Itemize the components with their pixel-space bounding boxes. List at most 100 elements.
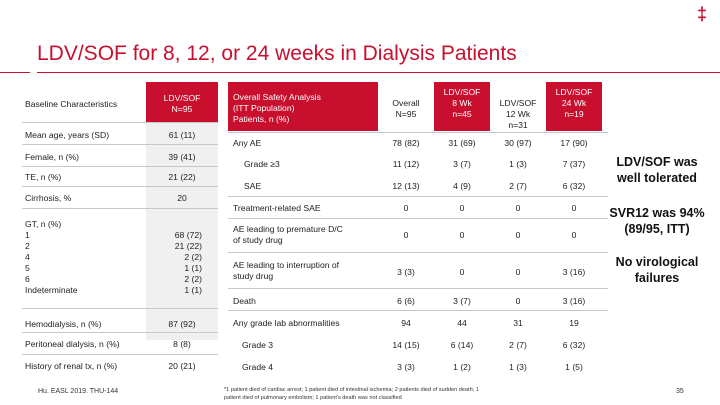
safety-cell: 0	[403, 230, 409, 240]
safety-col-line: LDV/SOF	[443, 87, 481, 97]
baseline-rule	[22, 186, 218, 187]
safety-cell: 0	[515, 203, 521, 213]
callout-svr: SVR12 was 94% (89/95, ITT)	[598, 205, 716, 237]
safety-col-line: LDV/SOF	[499, 98, 537, 108]
safety-cell: 30 (97)	[504, 138, 532, 148]
baseline-rule	[22, 354, 218, 355]
safety-row-label-line: AE leading to interruption of	[233, 260, 340, 270]
baseline-row-value: 39 (41)	[168, 152, 196, 162]
safety-cell: 1 (5)	[565, 362, 583, 372]
safety-cell: 0	[459, 267, 465, 277]
gt-genotype: 4	[25, 252, 30, 262]
callout-line: failures	[634, 271, 680, 285]
baseline-value-shade-lower	[146, 362, 218, 384]
safety-row-label: Treatment-related SAE	[233, 203, 321, 213]
safety-cell: 31 (69)	[448, 138, 476, 148]
safety-cell: 3 (7)	[453, 296, 471, 306]
callout-tolerated: LDV/SOF was well tolerated	[598, 154, 716, 186]
safety-col-overall: Overall N=95	[378, 82, 434, 131]
safety-cell: 6 (6)	[397, 296, 415, 306]
safety-header-line: Patients, n (%)	[233, 114, 290, 124]
gt-genotype: 5	[25, 263, 30, 273]
safety-header: Overall Safety Analysis (ITT Population)…	[228, 82, 378, 131]
safety-col-line: 24 Wk	[561, 98, 587, 108]
safety-cell: 1 (3)	[509, 362, 527, 372]
safety-cell: 2 (7)	[509, 181, 527, 191]
baseline-row-label: Cirrhosis, %	[25, 193, 72, 203]
baseline-row-label: TE, n (%)	[25, 172, 62, 182]
baseline-header-column: LDV/SOF N=95	[146, 82, 218, 122]
baseline-row-label: Peritoneal dialysis, n (%)	[25, 339, 120, 349]
safety-cell: 6 (32)	[562, 340, 586, 350]
safety-cell: 1 (3)	[509, 159, 527, 169]
safety-col-line: n=45	[452, 109, 472, 119]
safety-row-label-line: of study drug	[233, 235, 283, 245]
safety-row-label: AE leading to interruption of study drug	[233, 260, 339, 282]
baseline-header-label: Baseline Characteristics	[25, 99, 118, 109]
safety-cell: 7 (37)	[562, 159, 586, 169]
safety-col-line: N=95	[395, 109, 417, 119]
safety-col-line: 12 Wk	[505, 109, 531, 119]
safety-cell: 3 (16)	[562, 267, 586, 277]
safety-cell: 0	[459, 230, 465, 240]
baseline-rule	[22, 308, 218, 309]
baseline-header-col-line2: N=95	[171, 104, 193, 114]
baseline-row-label: History of renal tx, n (%)	[25, 361, 118, 371]
safety-cell: 0	[459, 203, 465, 213]
baseline-rule	[22, 122, 218, 123]
safety-row-label: SAE	[244, 181, 262, 191]
safety-col-line: LDV/SOF	[555, 87, 593, 97]
callout-line: well tolerated	[617, 171, 697, 185]
baseline-rule	[22, 144, 218, 145]
safety-header-line: Overall Safety Analysis	[233, 92, 321, 102]
safety-row-label-line: study drug	[233, 271, 274, 281]
safety-cell: 0	[515, 267, 521, 277]
safety-cell: 44	[457, 318, 467, 328]
title-rule-left	[0, 72, 30, 73]
footnote-line: *1 patient died of cardiac arrest; 1 pat…	[224, 387, 479, 393]
baseline-rule	[22, 166, 218, 167]
safety-col-line: 8 Wk	[452, 98, 472, 108]
safety-cell: 11 (12)	[392, 159, 420, 169]
dagger-mark: ‡	[697, 4, 708, 24]
safety-rule	[228, 196, 608, 197]
footnote: *1 patient died of cardiac arrest; 1 pat…	[224, 386, 554, 402]
safety-cell: 0	[571, 203, 577, 213]
safety-col-12wk: LDV/SOF 12 Wk n=31	[490, 82, 546, 131]
baseline-header-col-line1: LDV/SOF	[163, 93, 201, 103]
callout-no-failures: No virological failures	[598, 254, 716, 286]
baseline-value-shade	[146, 122, 218, 340]
safety-cell: 94	[401, 318, 411, 328]
safety-cell: 14 (15)	[392, 340, 420, 350]
gt-genotype: 1	[25, 230, 30, 240]
title-rule	[37, 72, 720, 73]
baseline-row-value: 21 (22)	[168, 172, 196, 182]
footnote-line: patient died of pulmonary embolism; 1 pa…	[224, 395, 402, 401]
safety-row-label-line: AE leading to premature D/C	[233, 224, 343, 234]
gt-values: 68 (72) 21 (22) 2 (2) 1 (1) 2 (2) 1 (1)	[146, 230, 202, 296]
safety-cell: 78 (82)	[392, 138, 420, 148]
safety-row-label: Grade 3	[242, 340, 274, 350]
safety-cell: 17 (90)	[560, 138, 588, 148]
safety-cell: 3 (3)	[397, 267, 415, 277]
safety-cell: 19	[569, 318, 579, 328]
safety-row-label: Any AE	[233, 138, 262, 148]
safety-col-line: n=19	[564, 109, 584, 119]
citation: Hu. EASL 2019. THU-144	[38, 388, 119, 395]
safety-row-label: Grade ≥3	[244, 159, 280, 169]
safety-rule	[228, 252, 608, 253]
safety-col-8wk: LDV/SOF 8 Wk n=45	[434, 82, 490, 131]
safety-cell: 2 (7)	[509, 340, 527, 350]
gt-value: 1 (1)	[184, 285, 202, 295]
safety-row-label: Grade 4	[242, 362, 274, 372]
safety-cell: 1 (2)	[453, 362, 471, 372]
gt-value: 1 (1)	[184, 263, 202, 273]
page-number: 35	[676, 388, 684, 395]
baseline-row-value: 61 (11)	[168, 130, 196, 140]
baseline-rule	[22, 332, 218, 333]
safety-header-line: (ITT Population)	[233, 103, 295, 113]
callout-line: SVR12 was 94%	[609, 206, 705, 220]
baseline-row-value: 20 (21)	[168, 361, 196, 371]
safety-cell: 6 (14)	[450, 340, 474, 350]
baseline-row-label: Mean age, years (SD)	[25, 130, 110, 140]
